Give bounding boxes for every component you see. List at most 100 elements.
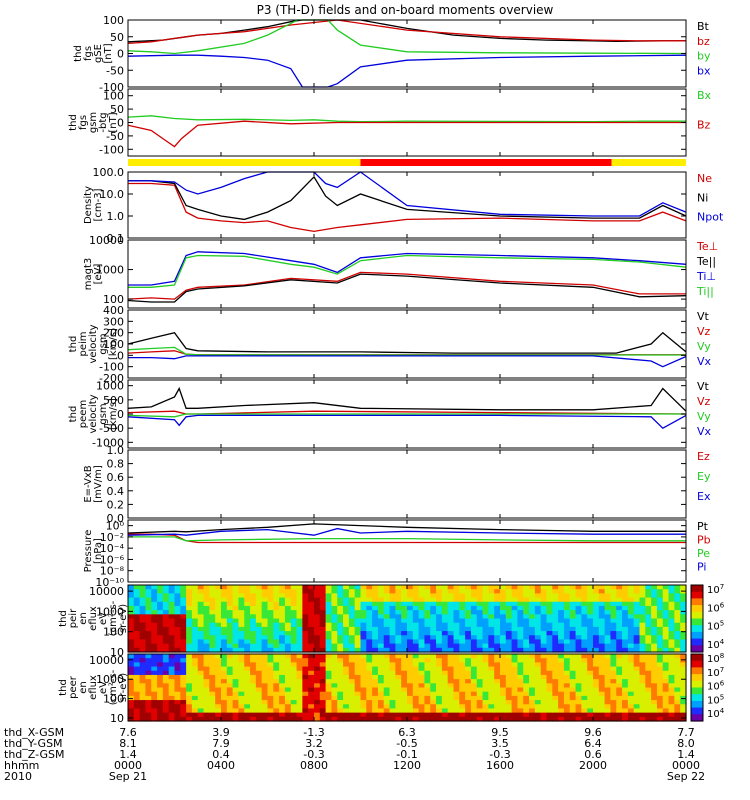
heatmap-cell [133,589,141,594]
heatmap-cell [424,631,431,636]
heatmap-cell [540,643,548,649]
heatmap-cell [145,622,152,628]
heatmap-cell [162,674,170,680]
heatmap-cell [500,683,507,689]
heatmap-cell [296,618,303,624]
heatmap-cell [459,635,466,641]
heatmap-cell [314,605,321,611]
heatmap-cell [581,626,588,632]
heatmap-cell [563,597,571,603]
heatmap-cell [133,610,141,615]
heatmap-cell [656,610,664,615]
heatmap-cell [168,654,176,659]
heatmap-cell [308,674,315,680]
heatmap-cell [354,674,362,680]
heatmap-cell [587,605,594,611]
heatmap-cell [290,704,298,710]
heatmap-cell [424,643,431,649]
legend-label: by [697,50,711,63]
heatmap-cell [139,601,147,607]
heatmap-cell [674,610,681,615]
heatmap-cell [401,687,408,693]
heatmap-cell [633,643,641,649]
heatmap-cell [552,704,559,710]
heatmap-cell [453,700,460,705]
heatmap-cell [563,647,571,653]
heatmap-cell [529,610,536,615]
heatmap-cell [558,631,565,636]
heatmap-cell [424,679,431,684]
series-line-fgs-1 [127,19,686,45]
heatmap-cell [546,679,553,684]
heatmap-cell [366,662,373,668]
y-tick-label: 100 [103,626,124,639]
heatmap-cell [383,695,391,701]
heatmap-cell [232,593,240,599]
heatmap-cell [598,674,606,680]
heatmap-cell [261,610,269,615]
heatmap-cell [470,700,478,705]
heatmap-cell [348,700,356,705]
heatmap-cell [377,593,385,599]
heatmap-cell [343,683,350,689]
status-bar-segment [360,159,612,166]
heatmap-cell [319,687,327,693]
heatmap-cell [191,708,199,714]
y-axis-label: sr-eV) [118,604,129,633]
heatmap-cell [389,700,396,705]
heatmap-cell [662,654,670,659]
heatmap-cell [250,662,257,668]
heatmap-cell [604,716,612,722]
heatmap-cell [441,631,449,636]
heatmap-cell [215,691,222,697]
heatmap-cell [162,610,170,615]
heatmap-cell [250,687,257,693]
heatmap-cell [645,605,652,611]
heatmap-cell [168,708,176,714]
heatmap-cell [139,695,147,701]
y-tick-label: 10000 [89,585,124,598]
heatmap-cell [186,712,193,718]
heatmap-cell [389,601,396,607]
heatmap-cell [314,662,321,668]
heatmap-cell [273,716,280,722]
heatmap-cell [418,618,426,624]
heatmap-cell [569,610,577,615]
heatmap-cell [558,585,565,590]
heatmap-cell [500,716,507,722]
orbit-value: 1.4 [677,748,695,761]
heatmap-cell [436,626,443,632]
y-tick-label: 500 [103,394,124,407]
heatmap-cell [465,647,472,653]
heatmap-cell [168,712,176,718]
heatmap-cell [668,585,675,590]
heatmap-cell [302,601,309,607]
heatmap-cell [441,654,449,659]
heatmap-cell [407,695,414,701]
heatmap-cell [244,601,251,607]
heatmap-cell [453,597,460,603]
heatmap-cell [470,654,478,659]
heatmap-cell [366,704,373,710]
heatmap-cell [459,712,466,718]
heatmap-cell [500,647,507,653]
heatmap-cell [610,631,617,636]
orbit-value: 2000 [579,759,607,772]
heatmap-cell [215,674,222,680]
heatmap-cell [430,662,437,668]
heatmap-cell [407,622,414,628]
heatmap-cell [558,643,565,649]
heatmap-cell [627,691,635,697]
heatmap-cell [412,647,420,653]
heatmap-cell [453,716,460,722]
heatmap-cell [447,674,455,680]
heatmap-cell [354,635,362,641]
heatmap-cell [645,687,652,693]
heatmap-cell [232,597,240,603]
heatmap-cell [191,601,199,607]
colorbar-cell [691,591,703,596]
heatmap-cell [151,700,158,705]
heatmap-cell [674,658,681,663]
heatmap-cell [540,700,548,705]
heatmap-cell [447,666,455,672]
